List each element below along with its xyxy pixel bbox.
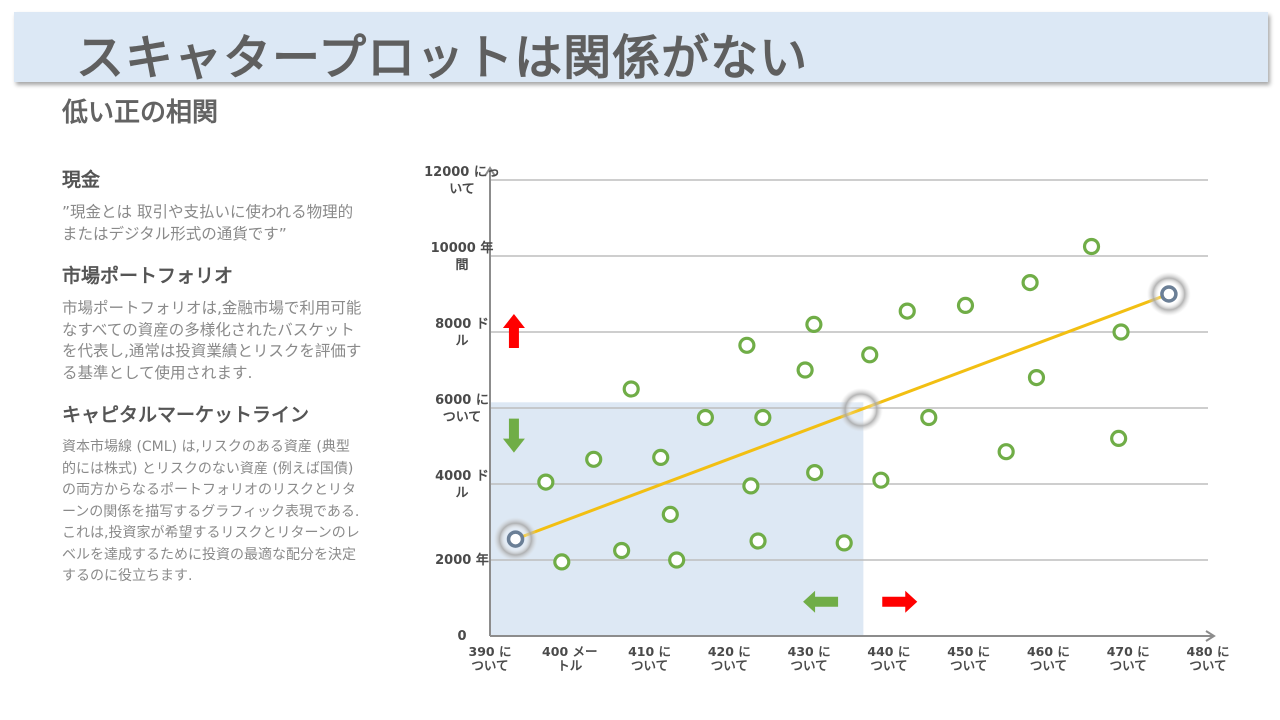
- up-arrow: [502, 314, 525, 348]
- x-tick-line: 430 に: [788, 644, 831, 659]
- x-tick-label: 480 について: [1187, 644, 1230, 673]
- scatter-point: [668, 551, 686, 569]
- x-tick-line: 480 に: [1187, 644, 1230, 659]
- x-tick-label: 470 について: [1107, 644, 1150, 673]
- scatter-point: [754, 408, 772, 427]
- y-tick-line: 6000 に: [435, 393, 489, 408]
- y-tick-label: 6000 について: [435, 393, 489, 425]
- x-tick-line: 390 に: [469, 644, 512, 659]
- x-tick-line: ついて: [791, 658, 828, 673]
- y-tick-label: 2000 年: [435, 552, 489, 568]
- market-portfolio-heading: 市場ポートフォリオ: [62, 265, 234, 287]
- y-tick-label: 8000 ドル: [435, 317, 489, 349]
- y-tick-label: 4000 ドル: [435, 469, 489, 501]
- x-tick-line: ついて: [1030, 658, 1067, 673]
- y-tick-line: 10000 年: [431, 240, 494, 256]
- scatter-point: [861, 346, 879, 364]
- slide-title: スキャタープロットは関係がない: [76, 30, 809, 86]
- x-tick-line: 450 に: [947, 644, 990, 659]
- x-tick-label: 450 について: [947, 644, 990, 673]
- y-tick-line: ル: [455, 486, 468, 501]
- x-tick-line: 470 に: [1107, 644, 1150, 659]
- scatter-point: [661, 505, 679, 524]
- x-tick-label: 400 メートル: [542, 644, 597, 673]
- x-tick-label: 420 について: [708, 644, 751, 673]
- y-tick-line: 0: [457, 629, 466, 644]
- y-tick-line: いて: [449, 182, 475, 197]
- cml-description: 資本市場線 (CML) は,リスクのある資産 (典型的には株式) とリスクのない…: [62, 439, 360, 584]
- x-tick-line: ついて: [711, 658, 748, 673]
- slide-subtitle: 低い正の相関: [62, 98, 219, 128]
- scatter-point: [742, 477, 760, 495]
- scatter-point: [652, 448, 670, 466]
- scatter-point: [537, 473, 555, 491]
- y-tick-line: 4000 ド: [435, 469, 489, 484]
- scatter-point: [997, 443, 1015, 461]
- x-tick-line: 460 に: [1027, 644, 1070, 659]
- scatter-point: [613, 541, 631, 560]
- market-portfolio-halo: [838, 387, 883, 432]
- y-tick-line: 間: [455, 258, 468, 273]
- x-tick-label: 440 について: [867, 644, 910, 673]
- x-tick-line: トル: [557, 658, 583, 673]
- scatter-point: [1027, 369, 1046, 387]
- scatter-point: [738, 336, 756, 354]
- scatter-point: [1112, 323, 1130, 341]
- cml-heading: キャピタルマーケットライン: [62, 404, 310, 426]
- x-tick-line: ついて: [950, 658, 987, 673]
- x-tick-line: 410 に: [628, 644, 671, 659]
- sidebar: 現金 ”現金とは 取引や支払いに使われる物理的またはデジタル形式の通貨です” 市…: [62, 165, 362, 604]
- scatter-point: [696, 408, 715, 427]
- cash-description: ”現金とは 取引や支払いに使われる物理的またはデジタル形式の通貨です”: [62, 203, 354, 243]
- y-axis-arrowhead: [484, 166, 496, 177]
- x-tick-line: ついて: [631, 658, 668, 673]
- title-bar: スキャタープロットは関係がない: [14, 12, 1268, 86]
- market-portfolio-description: 市場ポートフォリオは,金融市場で利用可能なすべての資産の多様化されたバスケットを…: [62, 299, 362, 382]
- x-tick-label: 430 について: [788, 644, 831, 673]
- scatter-point: [920, 408, 938, 427]
- x-tick-line: ついて: [471, 658, 508, 673]
- scatter-point: [553, 553, 571, 571]
- cash-point: [506, 530, 525, 548]
- x-tick-line: ついて: [1189, 658, 1226, 673]
- scatter-point: [805, 315, 823, 333]
- scatter-point: [872, 471, 890, 489]
- left-arrow: [803, 590, 839, 613]
- y-tick-line: 2000 年: [435, 552, 489, 568]
- right-arrow: [882, 590, 918, 613]
- scatter-point: [796, 361, 814, 379]
- y-tick-label: 10000 年間: [431, 240, 494, 273]
- y-tick-line: ついて: [443, 410, 482, 425]
- scatter-point: [749, 532, 767, 550]
- y-tick-line: ル: [455, 334, 468, 349]
- y-tick-line: 8000 ド: [435, 317, 489, 332]
- x-tick-line: ついて: [1110, 658, 1147, 673]
- x-tick-line: 440 に: [867, 644, 910, 659]
- cash-heading: 現金: [62, 169, 101, 191]
- x-tick-line: ついて: [870, 658, 907, 673]
- scatter-point: [622, 380, 640, 398]
- top-portfolio-point: [1160, 285, 1178, 303]
- x-tick-line: 420 に: [708, 644, 751, 659]
- scatter-point: [898, 302, 916, 320]
- scatter-point: [1021, 274, 1039, 292]
- y-tick-label: 12000 にっいて: [424, 165, 500, 197]
- down-arrow: [502, 418, 525, 453]
- y-tick-label: 0: [457, 629, 466, 644]
- x-tick-label: 390 について: [469, 644, 512, 673]
- scatter-point: [806, 464, 824, 482]
- x-axis-arrowhead: [1205, 630, 1216, 642]
- x-tick-line: 400 メー: [542, 644, 597, 659]
- scatter-point: [585, 450, 603, 468]
- scatter-point: [835, 534, 853, 552]
- y-tick-line: 12000 にっ: [424, 165, 500, 180]
- scatter-point: [1110, 429, 1128, 447]
- scatter-point: [1082, 237, 1101, 256]
- x-tick-label: 410 について: [628, 644, 671, 673]
- x-tick-label: 460 について: [1027, 644, 1070, 673]
- scatter-point: [956, 296, 975, 314]
